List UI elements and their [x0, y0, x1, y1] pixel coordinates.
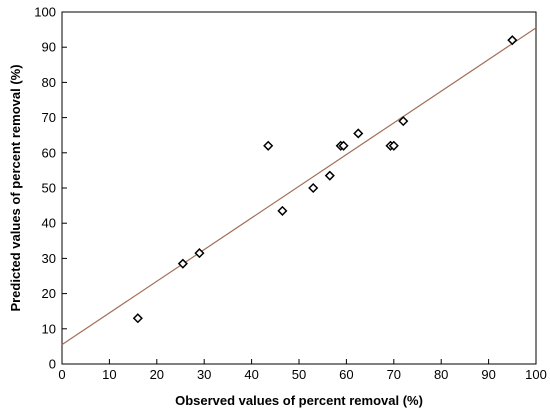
y-tick-label: 60	[42, 145, 56, 160]
x-axis-label: Observed values of percent removal (%)	[175, 393, 423, 408]
x-tick-label: 70	[387, 367, 401, 382]
y-tick-label: 70	[42, 110, 56, 125]
x-tick-label: 100	[525, 367, 547, 382]
x-tick-label: 20	[150, 367, 164, 382]
y-tick-label: 40	[42, 216, 56, 231]
x-tick-label: 30	[197, 367, 211, 382]
data-point	[507, 35, 518, 46]
data-point	[194, 248, 205, 259]
points-layer	[132, 35, 518, 324]
x-tick-label: 90	[481, 367, 495, 382]
data-point	[353, 128, 364, 139]
y-tick-label: 10	[42, 321, 56, 336]
x-tick-label: 10	[102, 367, 116, 382]
y-tick-label: 0	[49, 357, 56, 372]
y-tick-label: 30	[42, 251, 56, 266]
y-tick-label: 90	[42, 40, 56, 55]
x-tick-label: 80	[434, 367, 448, 382]
y-axis-label: Predicted values of percent removal (%)	[8, 64, 23, 311]
y-tick-label: 80	[42, 75, 56, 90]
data-point	[177, 258, 188, 269]
y-axis-ticks: 0 10 20 30 40 50 60 70 80 90 100	[34, 5, 67, 372]
x-tick-label: 50	[292, 367, 306, 382]
plot-frame	[61, 11, 537, 365]
y-tick-label: 20	[42, 286, 56, 301]
data-point	[308, 182, 319, 194]
x-axis-ticks: 0 10 20 30 40 50 60 70 80 90 100	[58, 359, 547, 382]
data-point	[338, 140, 349, 151]
data-point	[398, 116, 409, 127]
y-tick-label: 100	[34, 5, 56, 20]
data-point	[324, 170, 335, 181]
fit-line-layer	[61, 27, 537, 346]
x-tick-label: 0	[58, 367, 65, 382]
data-point	[388, 140, 399, 151]
x-tick-label: 60	[339, 367, 353, 382]
data-point	[277, 205, 288, 216]
regression-line	[61, 27, 537, 346]
y-tick-label: 50	[42, 181, 56, 196]
data-point	[263, 140, 274, 151]
data-point	[132, 313, 143, 324]
x-tick-label: 40	[244, 367, 258, 382]
